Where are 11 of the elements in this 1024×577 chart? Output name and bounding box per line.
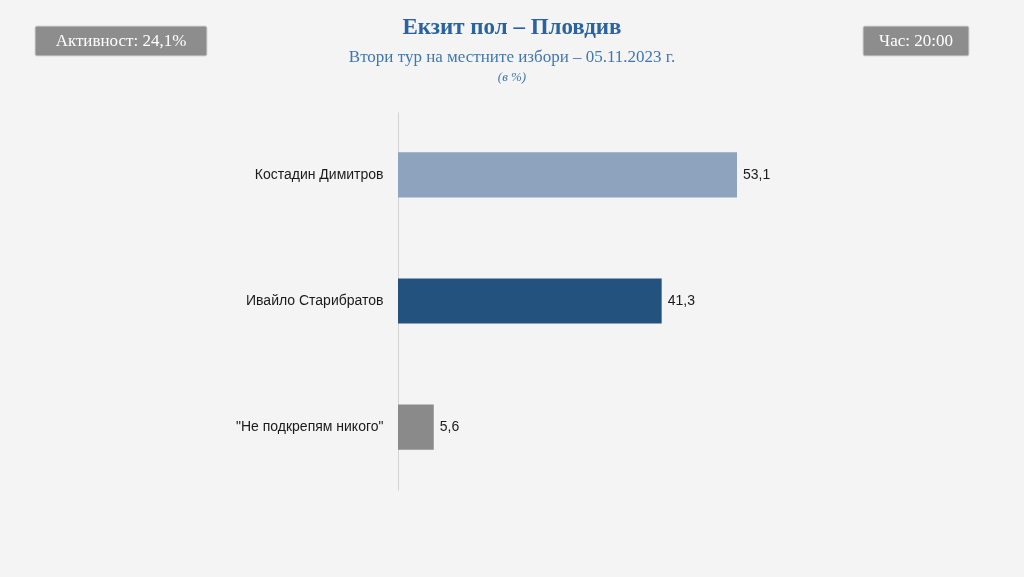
text: Час: 20:00 (879, 31, 953, 50)
chart-subtitle: Втори тур на местните избори – 05.11.2023 г. (348, 47, 676, 66)
y-tick-label: "Не подкрепям никого" (235, 418, 384, 435)
data-label: 53,1 (743, 165, 771, 182)
text: (в %) (497, 69, 527, 84)
text: Активност: 24,1% (55, 31, 187, 50)
data-label: 41,3 (667, 292, 696, 308)
y-tick-label: Костадин Димитров (254, 165, 384, 182)
chart-title: Екзит пол – Пловдив (402, 14, 622, 39)
y-tick-label: Ивайло Старибратов (246, 292, 384, 308)
data-label: 5,6 (439, 418, 460, 435)
